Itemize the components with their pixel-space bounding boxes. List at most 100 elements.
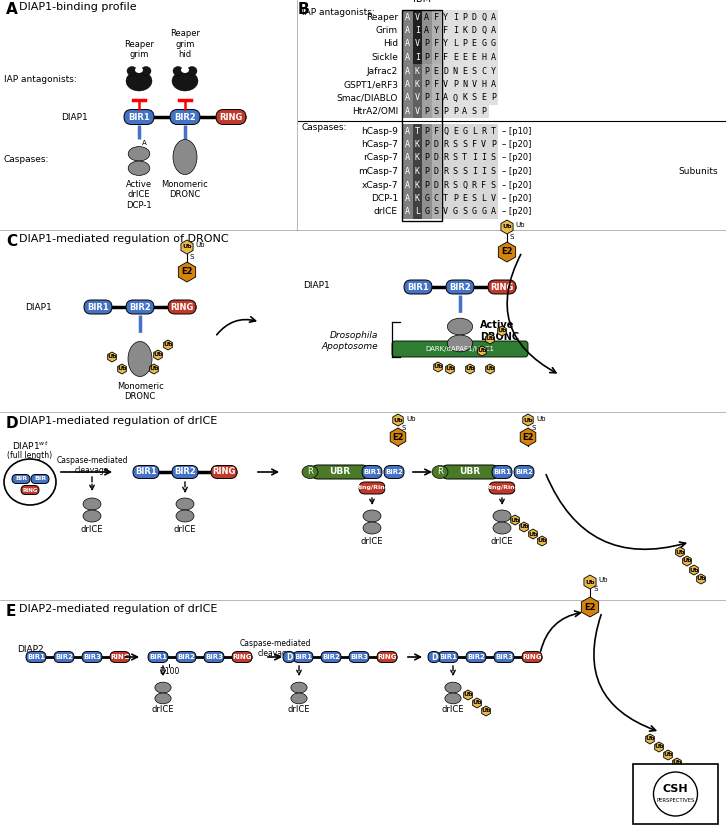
Text: BIR1: BIR1	[493, 469, 511, 475]
FancyBboxPatch shape	[492, 465, 512, 478]
Circle shape	[653, 772, 698, 816]
Text: I: I	[433, 93, 439, 102]
Text: Monomeric
DRONC: Monomeric DRONC	[117, 382, 163, 401]
Text: P: P	[444, 107, 448, 116]
Bar	[479, 64, 489, 77]
Bar	[441, 191, 451, 206]
Text: V: V	[491, 194, 496, 203]
FancyBboxPatch shape	[211, 465, 237, 478]
FancyBboxPatch shape	[110, 651, 130, 662]
Bar	[460, 51, 470, 64]
Text: Ring/Ring: Ring/Ring	[485, 486, 519, 491]
Text: E: E	[472, 39, 477, 48]
Polygon shape	[673, 758, 681, 768]
Text: A: A	[462, 107, 468, 116]
Text: BIR1: BIR1	[87, 303, 109, 311]
FancyBboxPatch shape	[168, 300, 196, 314]
Text: Ub: Ub	[529, 532, 538, 537]
Text: Ub: Ub	[163, 343, 173, 348]
Bar	[451, 51, 460, 64]
Bar	[451, 206, 460, 219]
Bar	[441, 138, 451, 151]
Text: Ub: Ub	[433, 364, 443, 369]
Text: S: S	[491, 153, 496, 162]
Text: BIR2: BIR2	[449, 283, 471, 291]
Text: – [p10]: – [p10]	[502, 126, 531, 136]
Text: D: D	[472, 26, 477, 35]
Text: RING: RING	[171, 303, 194, 311]
Polygon shape	[676, 547, 685, 557]
Ellipse shape	[181, 67, 189, 73]
Text: BIR2: BIR2	[322, 654, 340, 660]
FancyBboxPatch shape	[404, 280, 432, 294]
Bar	[412, 206, 422, 219]
Text: L: L	[453, 39, 458, 48]
Text: DIAP1: DIAP1	[303, 280, 330, 290]
Text: BIR1: BIR1	[149, 654, 167, 660]
Bar	[479, 92, 489, 105]
Text: E: E	[472, 53, 477, 62]
Text: Ub: Ub	[118, 367, 127, 372]
Text: PERSPECTIVES: PERSPECTIVES	[656, 798, 695, 803]
FancyBboxPatch shape	[133, 465, 159, 478]
Bar	[370, 518, 375, 526]
Text: Ub: Ub	[537, 538, 547, 543]
Bar	[479, 191, 489, 206]
Text: (full length): (full length)	[7, 451, 52, 460]
Bar	[422, 10, 431, 24]
Bar	[422, 138, 431, 151]
Text: drICE: drICE	[287, 705, 310, 714]
Text: E: E	[462, 67, 468, 76]
Text: drICE: drICE	[174, 525, 196, 534]
Ellipse shape	[83, 510, 101, 522]
Text: P: P	[424, 140, 429, 149]
Text: D: D	[433, 181, 439, 190]
Bar	[160, 690, 166, 696]
Text: S: S	[472, 107, 477, 116]
Text: R: R	[481, 126, 486, 136]
FancyBboxPatch shape	[26, 651, 46, 662]
Bar	[441, 37, 451, 51]
Polygon shape	[107, 352, 116, 362]
Bar	[451, 92, 460, 105]
Bar	[479, 165, 489, 178]
Ellipse shape	[173, 67, 183, 76]
Bar	[403, 51, 412, 64]
Text: HtrA2/OMI: HtrA2/OMI	[352, 107, 398, 116]
Bar	[422, 92, 431, 105]
Text: S: S	[402, 425, 407, 431]
Text: BIR: BIR	[34, 477, 46, 482]
Text: A: A	[491, 26, 496, 35]
Ellipse shape	[172, 71, 198, 91]
Bar	[489, 151, 498, 165]
Bar	[431, 37, 441, 51]
Text: D: D	[286, 652, 292, 661]
Ellipse shape	[155, 693, 171, 704]
Text: D: D	[444, 67, 448, 76]
Text: CSH: CSH	[663, 784, 688, 794]
Text: I: I	[481, 153, 486, 162]
Ellipse shape	[129, 161, 150, 176]
Text: Drosophila
Apoptosome: Drosophila Apoptosome	[322, 331, 378, 351]
Text: Ub: Ub	[477, 349, 486, 354]
Text: L: L	[415, 207, 420, 216]
Text: P: P	[453, 107, 458, 116]
Polygon shape	[582, 597, 599, 617]
Bar	[403, 77, 412, 92]
Bar	[451, 165, 460, 178]
Bar	[403, 151, 412, 165]
Polygon shape	[464, 690, 473, 700]
FancyBboxPatch shape	[148, 651, 168, 662]
Bar	[403, 10, 412, 24]
Bar	[470, 105, 479, 118]
Text: S: S	[472, 194, 477, 203]
Text: S: S	[462, 140, 468, 149]
Text: BIR3: BIR3	[205, 654, 223, 660]
FancyBboxPatch shape	[170, 110, 200, 125]
Text: DIAP1$^{wt}$: DIAP1$^{wt}$	[12, 439, 49, 452]
Text: S: S	[462, 167, 468, 176]
Text: D: D	[433, 167, 439, 176]
Text: A: A	[405, 80, 410, 89]
Text: F: F	[481, 181, 486, 190]
Text: Subunits: Subunits	[678, 167, 718, 176]
